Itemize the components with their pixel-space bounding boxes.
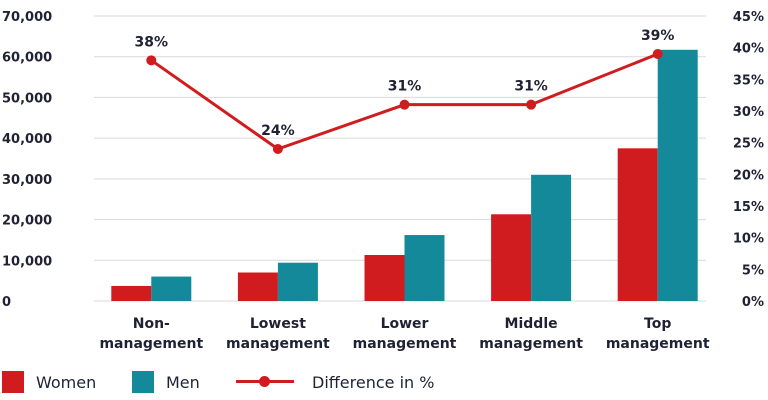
- difference-data-label: 24%: [261, 123, 295, 139]
- bar-women: [491, 214, 532, 301]
- x-tick-label: management: [353, 336, 457, 352]
- x-tick-label: Top: [644, 316, 671, 332]
- difference-point: [272, 144, 283, 154]
- legend-item-women: Women: [2, 368, 96, 396]
- y-right-tick-label: 40%: [733, 42, 764, 57]
- bar-men: [404, 235, 445, 301]
- bar-women: [111, 285, 152, 301]
- legend-item-men: Men: [132, 368, 200, 396]
- difference-point: [526, 99, 537, 110]
- x-tick-label: management: [226, 336, 330, 352]
- difference-point: [146, 55, 157, 66]
- y-left-tick-label: 0: [2, 295, 11, 310]
- bar-women: [237, 272, 278, 301]
- legend-line-dot: [259, 376, 270, 387]
- bar-men: [151, 276, 192, 301]
- x-tick-label: Non-: [133, 316, 170, 332]
- y-left-tick-label: 30,000: [2, 173, 52, 188]
- legend-swatch-women: [2, 371, 24, 393]
- legend: Women Men Difference in %: [0, 368, 768, 396]
- difference-data-label: 31%: [388, 79, 422, 95]
- y-left-tick-label: 50,000: [2, 91, 52, 106]
- bar-men: [277, 262, 318, 301]
- y-right-tick-label: 20%: [733, 168, 764, 183]
- difference-data-label: 31%: [514, 79, 548, 95]
- y-left-tick-label: 40,000: [2, 132, 52, 147]
- legend-swatch-men: [132, 371, 154, 393]
- bar-men: [531, 174, 572, 301]
- bar-men: [657, 49, 698, 301]
- legend-label-difference: Difference in %: [312, 372, 435, 392]
- x-tick-label: management: [606, 336, 710, 352]
- y-left-tick-label: 10,000: [2, 254, 52, 269]
- bar-women: [364, 254, 405, 301]
- difference-data-label: 39%: [641, 28, 675, 44]
- y-right-tick-label: 45%: [733, 10, 764, 25]
- difference-data-label: 38%: [135, 34, 169, 50]
- legend-line-difference: [236, 371, 294, 393]
- y-right-tick-label: 25%: [733, 137, 764, 152]
- legend-item-difference: Difference in %: [236, 368, 434, 396]
- legend-label-women: Women: [36, 372, 97, 392]
- y-right-tick-label: 15%: [733, 200, 764, 215]
- y-right-tick-label: 30%: [733, 105, 764, 120]
- bar-women: [617, 148, 658, 301]
- chart: 0 10,000 20,000 30,000 40,000 50,000 60,000 70,…: [2, 10, 764, 352]
- difference-point: [652, 49, 663, 59]
- x-tick-label: management: [99, 336, 203, 352]
- y-right-tick-label: 35%: [733, 73, 764, 88]
- x-tick-label: management: [479, 336, 583, 352]
- y-left-tick-label: 20,000: [2, 214, 52, 229]
- difference-point: [399, 99, 410, 110]
- y-right-tick-label: 0%: [742, 295, 764, 310]
- y-left-tick-label: 70,000: [2, 10, 52, 25]
- x-tick-label: Lower: [381, 316, 429, 332]
- x-tick-label: Lowest: [250, 316, 306, 332]
- legend-label-men: Men: [166, 372, 200, 392]
- y-right-tick-label: 10%: [733, 232, 764, 247]
- y-left-tick-label: 60,000: [2, 51, 52, 66]
- y-right-tick-label: 5%: [742, 263, 764, 278]
- x-tick-label: Middle: [505, 316, 558, 332]
